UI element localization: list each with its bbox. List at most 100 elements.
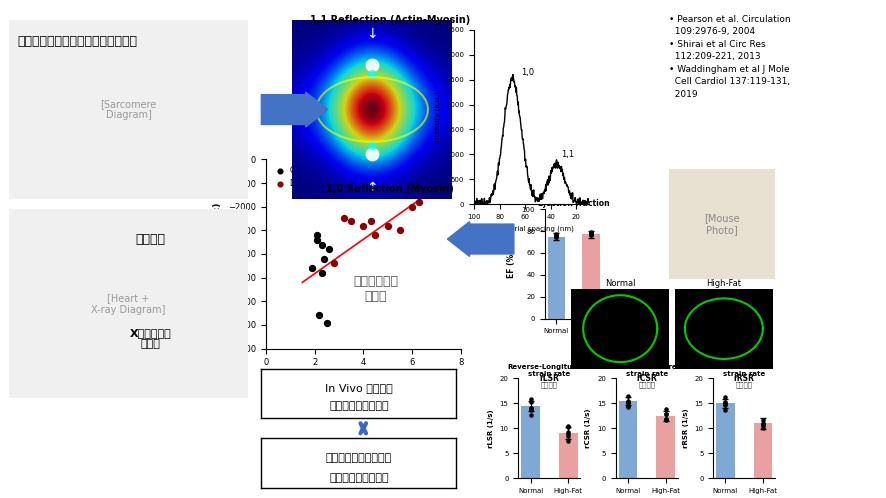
Legend: Control  r² = 0.14, Diabetic  r² = 0.65: Control r² = 0.14, Diabetic r² = 0.65 [269,163,364,191]
Text: 1,0 Reflection (Myosin): 1,0 Reflection (Myosin) [326,184,454,194]
Diabetic  r² = 0.65 [344,217,358,225]
Text: 長軸方向: 長軸方向 [540,381,558,387]
Title: Reverse-Longitudinal
strain rate: Reverse-Longitudinal strain rate [507,364,592,376]
Text: In Vivo 心筋細胞: In Vivo 心筋細胞 [325,383,392,393]
Y-axis label: dP/dtₘᴵₙ (mmHg/sec): dP/dtₘᴵₙ (mmHg/sec) [214,202,222,306]
Point [719,400,733,408]
Point [524,411,538,419]
Control  r² = 0.14 [310,236,324,244]
Point [549,233,563,241]
Point [658,410,672,418]
Point [756,421,770,429]
Control  r² = 0.14 [320,319,334,327]
Text: [Mouse
Photo]: [Mouse Photo] [704,213,740,235]
Bar [754,423,773,478]
Y-axis label: rCSR (1/s): rCSR (1/s) [586,408,592,448]
Text: rCSR: rCSR [636,374,657,383]
Text: 心筋ストレイン解析に: 心筋ストレイン解析に [326,453,392,463]
Text: 拍動心臓: 拍動心臓 [136,233,166,246]
Diabetic  r² = 0.65 [327,259,341,267]
Point [549,232,563,240]
Point [719,400,733,408]
Text: rRSR: rRSR [734,374,755,383]
Text: 円周方向: 円周方向 [638,381,656,387]
X-axis label: Equatorial spacing (nm): Equatorial spacing (nm) [490,226,573,232]
Diabetic  r² = 0.65 [369,231,383,239]
Control  r² = 0.14 [305,264,319,272]
Text: X線マイクロ
ビーム: X線マイクロ ビーム [129,328,172,350]
Point [756,419,770,427]
Y-axis label: rLSR (1/s): rLSR (1/s) [488,409,494,448]
Point [719,398,733,406]
Y-axis label: EF (%): EF (%) [507,250,517,278]
Point [561,430,575,438]
Point [549,232,563,240]
Control  r² = 0.14 [317,255,331,263]
Point [365,150,379,158]
Text: ↑: ↑ [366,181,378,195]
Point [524,395,538,403]
Point [365,61,379,69]
Point [719,406,733,414]
Text: [Sarcomere
Diagram]: [Sarcomere Diagram] [100,99,157,121]
Point [524,406,538,414]
Point [524,404,538,412]
Bar [716,403,734,478]
Diabetic  r² = 0.65 [356,222,370,230]
Text: おける拡張機能解析: おける拡張機能解析 [329,473,389,483]
Point [756,421,770,429]
Point [658,415,672,423]
Y-axis label: rRSR (1/s): rRSR (1/s) [683,408,689,448]
Text: ↓: ↓ [366,27,378,41]
Text: 収縮アクチン・ミオシンタンパク質: 収縮アクチン・ミオシンタンパク質 [18,35,137,48]
Point [549,233,563,241]
Control  r² = 0.14 [312,312,326,320]
Point [658,405,672,413]
Point [561,437,575,445]
Text: 1,1: 1,1 [561,150,574,159]
Text: 1,0: 1,0 [521,68,534,77]
Control  r² = 0.14 [310,231,324,239]
Y-axis label: Intensity (a.u.): Intensity (a.u.) [434,91,440,143]
Point [524,404,538,412]
Diabetic  r² = 0.65 [363,217,377,225]
Bar [548,237,565,319]
Point [561,432,575,440]
Point [756,420,770,428]
Point [658,415,672,423]
Point [658,410,672,418]
Diabetic  r² = 0.65 [412,198,426,206]
Text: 1,1 Reflection (Actin-Myosin): 1,1 Reflection (Actin-Myosin) [310,15,470,25]
Point [756,416,770,424]
Bar [521,406,540,478]
Text: [Heart +
X-ray Diagram]: [Heart + X-ray Diagram] [91,293,166,315]
Text: rLSR: rLSR [540,374,559,383]
Title: Reverse-Circumferential
strain rate: Reverse-Circumferential strain rate [598,364,696,376]
Bar [582,235,600,319]
Bar [559,433,578,478]
Point [561,423,575,431]
Control  r² = 0.14 [323,246,337,253]
Bar [618,401,637,478]
Point [365,70,379,78]
Text: 収縮・拡張機能解析: 収縮・拡張機能解析 [329,401,389,411]
Point [621,402,635,410]
Diabetic  r² = 0.65 [337,215,351,223]
Title: High-Fat: High-Fat [706,279,742,288]
Point [719,393,733,401]
Point [584,231,598,239]
Bar [657,416,675,478]
Point [621,392,635,400]
Point [584,230,598,238]
Text: 中心方向: 中心方向 [735,381,753,387]
Text: 弛緩機能異常
を指標: 弛緩機能異常 を指標 [353,275,398,303]
Point [584,231,598,239]
Point [658,414,672,422]
Diabetic  r² = 0.65 [405,203,419,211]
Point [621,399,635,407]
Title: Ejection fraction: Ejection fraction [538,199,610,208]
Point [549,230,563,238]
Title: Reverse-Radial
strain rate: Reverse-Radial strain rate [714,364,774,376]
Point [719,399,733,407]
Point [561,422,575,430]
